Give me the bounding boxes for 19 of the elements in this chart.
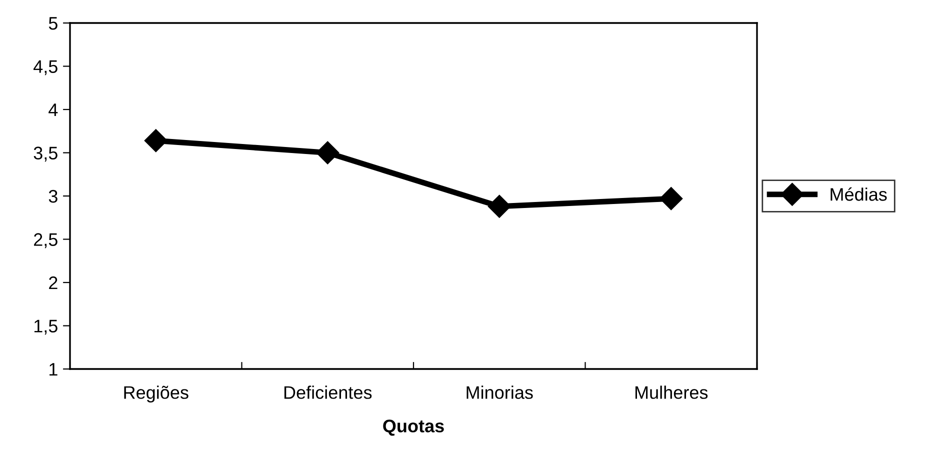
y-tick-label: 1,5 [34,320,58,335]
y-tick-label: 2,5 [34,233,58,248]
x-tick-label: Regiões [124,386,188,402]
y-tick-label: 3 [48,190,58,203]
y-tick-label: 5 [48,17,58,30]
x-tick-label: Mulheres [635,386,708,399]
y-tick-label: 4,5 [34,60,58,76]
point [316,141,340,164]
x-axis-title: Quotas [383,420,444,436]
point [660,187,683,210]
legend-label: Médias [830,187,887,201]
x-tick-label: Minorias [466,386,533,399]
x-tick-label: Deficientes [284,386,372,399]
point [488,194,511,218]
point [144,129,168,152]
y-tick-label: 4 [48,104,58,116]
y-tick-label: 1 [50,363,58,376]
y-tick-label: 3,5 [34,146,58,162]
y-tick-label: 2 [49,276,58,290]
